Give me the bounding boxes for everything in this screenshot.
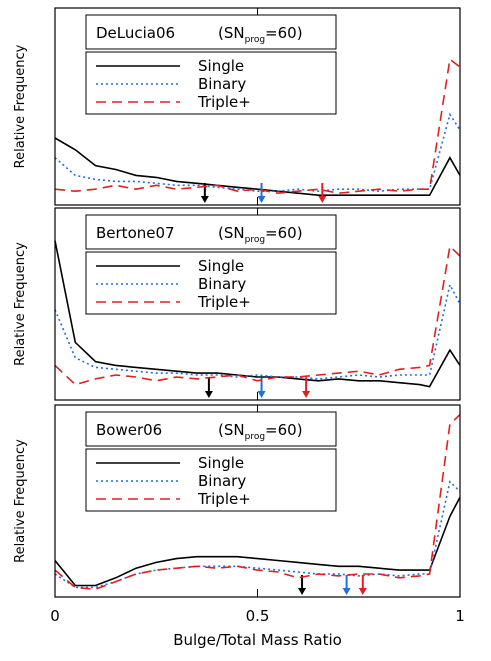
note-text: =60): [265, 24, 303, 42]
arrow-head: [257, 391, 266, 398]
series-line: [54, 496, 461, 587]
legend-label: Binary: [198, 275, 246, 293]
x-tick-label: 0.5: [246, 607, 270, 625]
legend-label: Triple+: [197, 490, 251, 508]
panel-note: (SNprog=60): [218, 24, 303, 45]
panel-title: DeLucia06: [96, 24, 175, 42]
legend-label: Single: [198, 57, 244, 75]
legend-box: [85, 448, 337, 512]
note-text: (SN: [218, 421, 245, 439]
series-line: [54, 240, 461, 388]
arrow-head: [318, 196, 327, 203]
legend-label: Triple+: [197, 93, 251, 111]
series-line: [54, 480, 461, 589]
median-arrow: [298, 575, 307, 595]
note-text: (SN: [218, 224, 245, 242]
arrow-head: [342, 588, 351, 595]
title-box: [85, 411, 337, 447]
median-arrow: [318, 183, 327, 203]
x-tick-label: 0: [50, 607, 60, 625]
x-axis-label: Bulge/Total Mass Ratio: [173, 631, 342, 649]
legend-box: [85, 51, 337, 115]
title-box: [85, 14, 337, 50]
legend-label: Single: [198, 257, 244, 275]
arrow-head: [302, 391, 311, 398]
median-arrow: [257, 183, 266, 203]
series-line: [54, 282, 461, 380]
median-arrow: [358, 575, 367, 595]
note-subscript: prog: [245, 235, 265, 245]
panel-title: Bower06: [96, 421, 162, 439]
y-axis-label: Relative Frequency: [13, 439, 28, 563]
note-text: =60): [265, 421, 303, 439]
y-axis-label: Relative Frequency: [13, 242, 28, 366]
y-axis-label: Relative Frequency: [13, 44, 28, 168]
series-line: [54, 112, 461, 193]
note-text: =60): [265, 224, 303, 242]
median-arrow: [257, 378, 266, 398]
legend-label: Binary: [198, 472, 246, 490]
arrow-head: [204, 391, 213, 398]
legend-label: Binary: [198, 75, 246, 93]
arrow-head: [298, 588, 307, 595]
median-arrow: [204, 378, 213, 398]
median-arrow: [302, 378, 311, 398]
panel-note: (SNprog=60): [218, 224, 303, 245]
panel-note: (SNprog=60): [218, 421, 303, 442]
note-subscript: prog: [245, 35, 265, 45]
legend-label: Triple+: [197, 293, 251, 311]
arrow-head: [200, 196, 209, 203]
arrow-head: [358, 588, 367, 595]
note-subscript: prog: [245, 432, 265, 442]
x-tick-label: 1: [455, 607, 465, 625]
series-line: [54, 57, 461, 195]
note-text: (SN: [218, 24, 245, 42]
series-line: [54, 137, 461, 196]
legend-label: Single: [198, 454, 244, 472]
title-box: [85, 214, 337, 250]
panel-title: Bertone07: [96, 224, 175, 242]
arrow-head: [257, 196, 266, 203]
median-arrow: [342, 575, 351, 595]
legend-box: [85, 251, 337, 315]
